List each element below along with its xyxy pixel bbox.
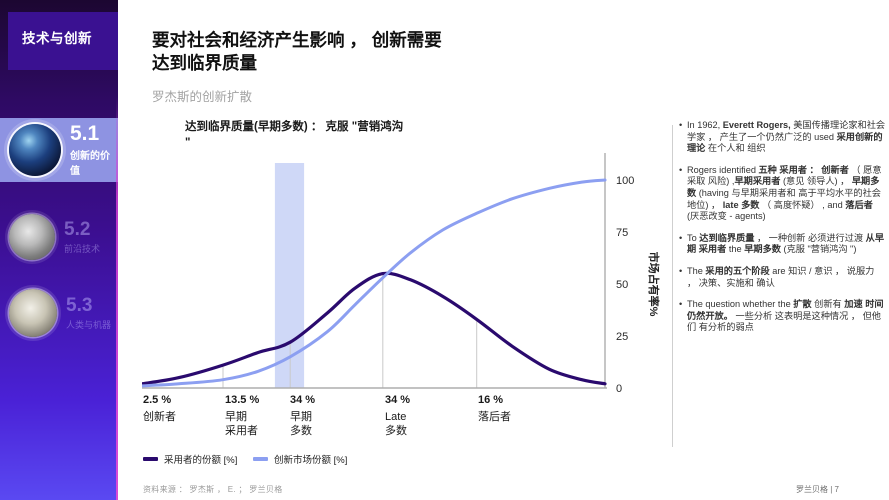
section-label: 人类与机器 <box>66 319 112 330</box>
sidebar-item-5-3[interactable]: 5.3 人类与机器 <box>0 284 118 342</box>
legend-adopter-share: 采用者的份额 [%] <box>143 452 237 466</box>
sidebar: 技术与创新 5.1 创新的价值 5.2 前沿技术 5.3 人类与机器 <box>0 0 118 500</box>
sidebar-item-text: 5.3 人类与机器 <box>66 296 111 331</box>
commentary-panel: In 1962, Everett Rogers, 美国传播理论家和社会学家 ， … <box>679 120 886 344</box>
diffusion-chart: 0 25 50 75 100 市场占有率% <box>140 148 682 398</box>
sidebar-item-text: 5.2 前沿技术 <box>64 220 100 255</box>
category-laggards: 16 % 落后者 <box>478 394 511 423</box>
adopter-share-curve <box>140 271 607 386</box>
frontier-tech-photo-icon <box>9 214 55 260</box>
page-title: 要对社会和经济产生影响 ， 创新需要 达到临界质量 <box>152 29 442 73</box>
category-early-majority: 34 % 早期 多数 <box>290 394 316 437</box>
human-machine-photo-icon <box>9 289 57 337</box>
section-label: 前沿技术 <box>64 243 101 254</box>
source-note: 资料来源 ： 罗杰斯 ， E. ； 罗兰贝格 <box>143 485 283 494</box>
bullet-critical-mass: To 达到临界质量 ， 一种创新 必须进行过渡 从早期 采用者 the 早期多数… <box>679 233 886 256</box>
section-number: 5.2 <box>64 218 91 240</box>
bullet-acceleration-question: The question whether the 扩散 创新有 加速 时间仍然开… <box>679 299 886 334</box>
y-tick-label: 50 <box>616 279 628 291</box>
legend-market-share: 创新市场份额 [%] <box>253 452 347 466</box>
page-subtitle: 罗杰斯的创新扩散 <box>152 90 253 104</box>
sidebar-item-5-1[interactable]: 5.1 创新的价值 <box>0 118 118 182</box>
chasm-band <box>274 163 305 388</box>
bullet-five-stages: The 采用的五个阶段 are 知识 / 意识 ， 说服力 ， 决策、实施和 确… <box>679 266 886 289</box>
section-number: 5.1 <box>70 122 100 145</box>
sidebar-item-5-2[interactable]: 5.2 前沿技术 <box>0 208 118 266</box>
page-number: 罗兰贝格 | 7 <box>796 485 839 494</box>
market-share-curve <box>140 178 607 388</box>
innovation-value-photo-icon <box>9 124 61 176</box>
bullet-five-adopter-types: Rogers identified 五种 采用者 ： 创新者 （ 愿意采取 风险… <box>679 165 886 223</box>
sidebar-chapter-title: 技术与创新 <box>8 12 118 70</box>
legend-swatch-light <box>253 457 268 461</box>
y-tick-label: 100 <box>616 175 634 187</box>
section-label: 创新的价值 <box>70 151 110 177</box>
legend-swatch-dark <box>143 457 158 461</box>
section-number: 5.3 <box>66 294 93 316</box>
y-tick-label: 0 <box>616 383 622 395</box>
category-early-adopters: 13.5 % 早期 采用者 <box>225 394 260 437</box>
bullet-rogers-1962: In 1962, Everett Rogers, 美国传播理论家和社会学家 ， … <box>679 120 886 155</box>
category-innovators: 2.5 % 创新者 <box>143 394 176 423</box>
category-late-majority: 34 % Late 多数 <box>385 394 411 437</box>
y-axis-label: 市场占有率% <box>647 252 661 317</box>
y-tick-label: 25 <box>616 331 628 343</box>
chart-title: 达到临界质量(早期多数) ： 克服 "营销鸿沟 " <box>185 121 404 149</box>
panel-divider <box>672 125 673 447</box>
y-tick-label: 75 <box>616 227 628 239</box>
sidebar-item-text: 5.1 创新的价值 <box>70 123 118 177</box>
sidebar-accent-edge <box>116 96 118 500</box>
